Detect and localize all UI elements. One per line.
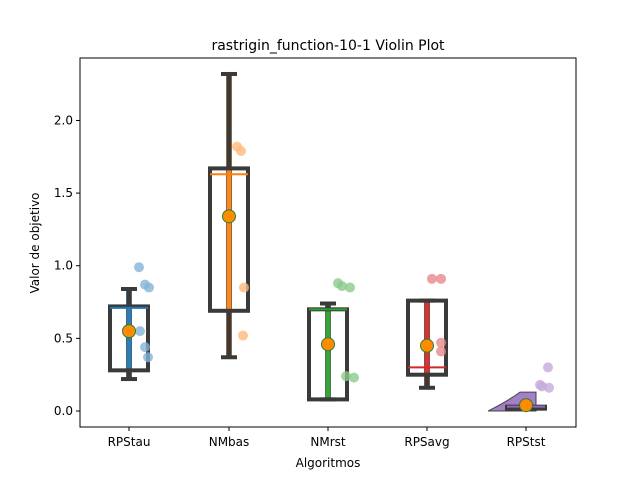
data-point (345, 282, 355, 293)
mean-marker (321, 337, 335, 352)
data-point (544, 382, 554, 393)
axes: 0.0 0.5 1.0 1.5 2.0 RPStau NMbas NMrst RPSavg RPS… (54, 113, 546, 449)
data-point (543, 362, 553, 373)
data-point (239, 282, 249, 293)
data-point (349, 372, 359, 383)
x-tick-label: RPSavg (404, 435, 449, 449)
data-point (236, 145, 246, 156)
data-point (134, 262, 144, 273)
data-point (436, 346, 446, 357)
data-point (143, 352, 153, 363)
x-tick-label: NMrst (310, 435, 346, 449)
mean-marker (420, 338, 434, 353)
x-tick-label: RPStau (108, 435, 151, 449)
data-point (436, 337, 446, 348)
data-point (337, 281, 347, 292)
mean-marker (122, 324, 136, 339)
y-tick-label: 1.5 (54, 186, 73, 200)
x-axis-label: Algoritmos (296, 456, 361, 470)
violin-group-nmbas (208, 71, 250, 360)
y-tick-label: 0.5 (54, 331, 73, 345)
axes-frame (79, 57, 577, 428)
violin-body (325, 303, 331, 400)
data-point (140, 342, 150, 353)
plot-area (108, 71, 554, 413)
x-tick-label: RPStst (507, 435, 546, 449)
data-point (436, 273, 446, 284)
mean-marker (222, 209, 236, 224)
mean-marker (519, 398, 533, 413)
y-tick-label: 2.0 (54, 113, 73, 127)
data-point (135, 326, 145, 337)
y-tick-label: 0.0 (54, 404, 73, 418)
data-point (427, 273, 437, 284)
y-tick-label: 1.0 (54, 259, 73, 273)
violin-group-rpstau (108, 262, 154, 382)
violin-group-nmrst (307, 278, 359, 402)
data-point (144, 282, 154, 293)
violin-group-rpsavg (406, 273, 448, 390)
x-tick-label: NMbas (209, 435, 250, 449)
data-point (238, 330, 248, 341)
violin-group-rpstst (487, 362, 554, 413)
chart-title: rastrigin_function-10-1 Violin Plot (211, 38, 445, 54)
y-axis-label: Valor de objetivo (28, 192, 42, 293)
data-point (341, 371, 351, 382)
